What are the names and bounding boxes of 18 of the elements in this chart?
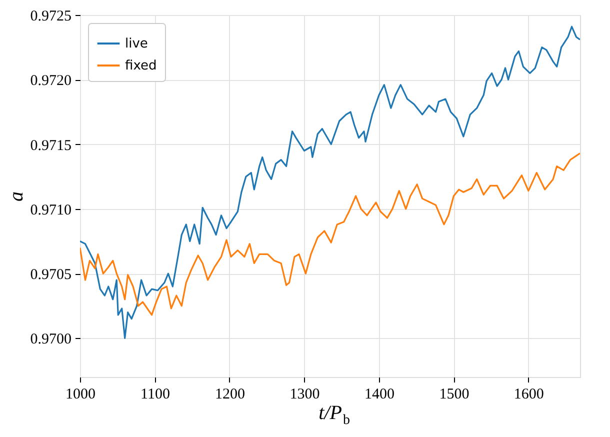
legend-label: live	[125, 36, 148, 52]
x-tick-label: 1000	[66, 386, 96, 402]
x-tick-label: 1300	[290, 386, 320, 402]
line-series	[80, 152, 580, 316]
y-tick-label: 0.9710	[30, 202, 72, 218]
line-series	[80, 26, 580, 340]
x-tick-label: 1100	[140, 386, 170, 402]
y-tick-label: 0.9725	[30, 8, 72, 24]
y-tick-label: 0.9700	[30, 332, 72, 348]
x-tick-label: 1200	[214, 386, 245, 402]
x-tick-label: 1600	[514, 386, 544, 402]
x-tick-label: 1400	[364, 386, 394, 402]
y-axis-title: a	[5, 192, 28, 202]
legend-label: fixed	[125, 58, 157, 74]
y-tick-label: 0.9715	[30, 138, 72, 154]
y-tick-label: 0.9705	[30, 267, 72, 284]
y-tick-label: 0.9720	[30, 73, 72, 90]
x-tick-label: 1500	[439, 386, 470, 402]
